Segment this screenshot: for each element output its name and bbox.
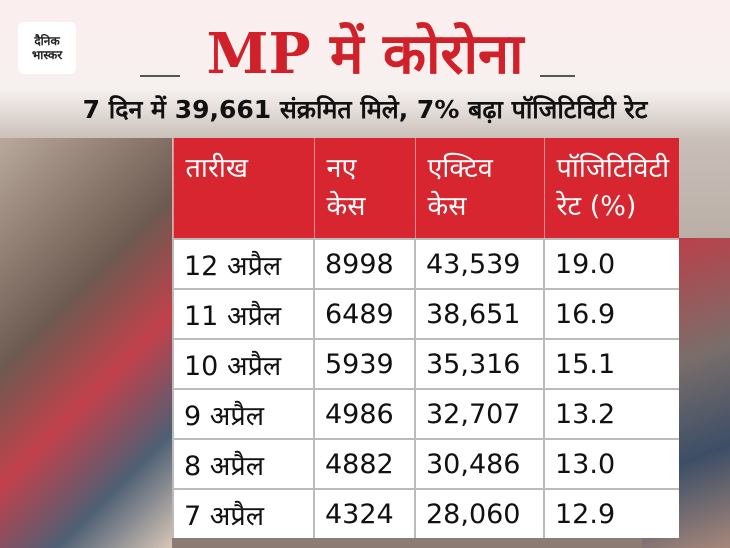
table-cell: 38,651 — [414, 288, 544, 339]
table-cell: 8 अप्रैल — [172, 438, 314, 489]
table-row: 7 अप्रैल 4324 28,060 12.9 — [172, 488, 680, 538]
header-text: एक्टिव — [427, 153, 493, 184]
table-cell: 15.1 — [542, 338, 680, 389]
table-cell: 4324 — [313, 488, 415, 538]
table-cell: 5939 — [313, 338, 415, 389]
header-text: रेट (%) — [556, 191, 637, 222]
table-cell: 4986 — [313, 388, 415, 439]
logo-text: दैनिक — [34, 34, 60, 48]
data-table: तारीख नए केस एक्टिव केस पॉजिटिविटी रेट (%) 12 … — [172, 138, 680, 538]
header-text: नए — [326, 153, 357, 184]
table-cell: 10 अप्रैल — [172, 338, 314, 389]
table-cell: 32,707 — [414, 388, 544, 439]
table-cell: 12 अप्रैल — [172, 238, 314, 289]
table-cell: 6489 — [313, 288, 415, 339]
subtitle: 7 दिन में 39,661 संक्रमित मिले, 7% बढ़ा … — [82, 95, 648, 124]
column-header: एक्टिव केस — [414, 138, 544, 239]
header-text: तारीख — [185, 153, 249, 184]
header-text: पॉजिटिविटी — [556, 153, 670, 184]
header-text: केस — [427, 191, 467, 222]
table-cell: 30,486 — [414, 438, 544, 489]
table-cell: 12.9 — [542, 488, 680, 538]
table-cell: 13.0 — [542, 438, 680, 489]
table-row: 9 अप्रैल 4986 32,707 13.2 — [172, 388, 680, 439]
table-cell: 35,316 — [414, 338, 544, 389]
table-row: 8 अप्रैल 4882 30,486 13.0 — [172, 438, 680, 489]
table-cell: 13.2 — [542, 388, 680, 439]
header-row: तारीख नए केस एक्टिव केस पॉजिटिविटी रेट (%) — [172, 138, 680, 239]
table-cell: 43,539 — [414, 238, 544, 289]
rule — [140, 75, 180, 77]
table-cell: 16.9 — [542, 288, 680, 339]
column-header: पॉजिटिविटी रेट (%) — [543, 138, 680, 239]
table-cell: 19.0 — [542, 238, 680, 289]
table-row: 10 अप्रैल 5939 35,316 15.1 — [172, 338, 680, 389]
background-photo — [0, 138, 172, 548]
title: MP में कोरोना — [206, 21, 524, 87]
table-row: 11 अप्रैल 6489 38,651 16.9 — [172, 288, 680, 339]
column-header: तारीख — [172, 138, 314, 239]
table-cell: 11 अप्रैल — [172, 288, 314, 339]
table-body: 12 अप्रैल 8998 43,539 19.0 11 अप्रैल 6489 38,6… — [172, 238, 680, 538]
logo: दैनिक भास्कर — [18, 22, 76, 74]
logo-text: भास्कर — [31, 48, 63, 62]
table-cell: 28,060 — [414, 488, 544, 538]
table-cell: 4882 — [313, 438, 415, 489]
rule — [540, 75, 575, 77]
column-header: नए केस — [313, 138, 415, 239]
table-cell: 7 अप्रैल — [172, 488, 314, 538]
table-cell: 8998 — [313, 238, 415, 289]
table-row: 12 अप्रैल 8998 43,539 19.0 — [172, 238, 680, 289]
header-text: केस — [326, 191, 366, 222]
table-cell: 9 अप्रैल — [172, 388, 314, 439]
